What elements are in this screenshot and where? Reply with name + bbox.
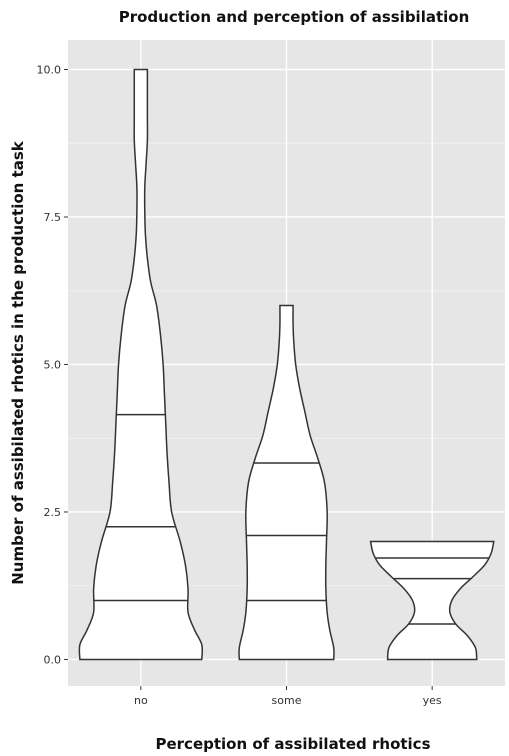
y-tick-label: 7.5 (44, 211, 62, 224)
y-tick-label: 2.5 (44, 506, 62, 519)
x-tick-label: no (134, 694, 148, 707)
y-tick-label: 0.0 (44, 653, 62, 666)
x-axis: no some yes (134, 686, 442, 707)
x-axis-title: Perception of assibilated rhotics (155, 735, 430, 753)
x-tick-label: some (272, 694, 302, 707)
violin-yes (369, 540, 495, 661)
y-tick-label: 10.0 (37, 63, 62, 76)
y-axis-title: Number of assibilated rhotics in the pro… (9, 140, 27, 585)
x-tick-label: yes (423, 694, 442, 707)
violin-some (238, 304, 335, 661)
chart-title: Production and perception of assibilatio… (119, 8, 470, 26)
y-axis: 0.0 2.5 5.0 7.5 10.0 (37, 63, 68, 666)
violins-layer (78, 68, 495, 661)
violin-no (78, 68, 204, 661)
y-tick-label: 5.0 (44, 358, 62, 371)
